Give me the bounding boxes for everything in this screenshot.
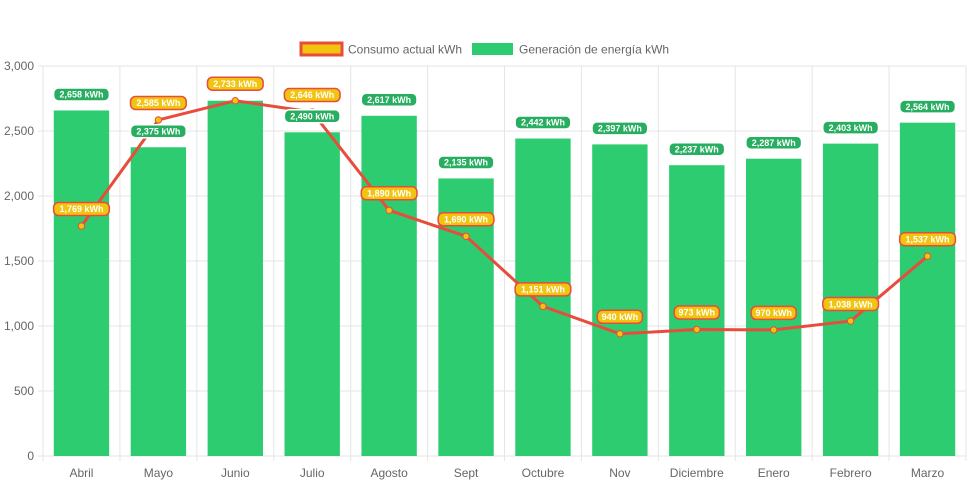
line-data-label: 2,646 kWh: [290, 90, 334, 100]
legend-swatch-consumo: [299, 41, 344, 57]
bar-data-label-bg: [745, 135, 803, 150]
bar-data-label-bg: [129, 124, 187, 139]
line-data-label-bg: [437, 212, 495, 227]
x-tick-label: Mayo: [144, 466, 174, 480]
line-data-label-bg: [52, 201, 111, 217]
x-tick-label: Marzo: [911, 466, 945, 480]
x-tick-label: Abril: [69, 466, 93, 480]
line-point: [462, 232, 470, 241]
legend-swatch-generacion: [472, 43, 513, 55]
bar-data-label: 2,397 kWh: [598, 124, 642, 134]
bar-data-label-bg: [360, 92, 418, 108]
line-data-label: 1,038 kWh: [829, 299, 873, 309]
line-data-label-bg: [750, 305, 798, 321]
bar: [130, 147, 187, 456]
bar-data-label-bg: [898, 99, 957, 114]
line-data-label: 1,890 kWh: [367, 189, 411, 199]
line-data-label: 940 kWh: [602, 312, 639, 322]
line-data-label-bg: [129, 95, 187, 111]
legend-item-generacion[interactable]: Generación de energía kWh: [472, 43, 669, 57]
legend-item-consumo[interactable]: Consumo actual kWh: [299, 41, 462, 57]
bar-data-label-bg: [822, 120, 880, 135]
bar-data-label-bg: [514, 115, 572, 130]
bar-data-label: 2,617 kWh: [367, 95, 411, 105]
line-data-label-bg: [206, 76, 264, 91]
bar-data-label: 2,375 kWh: [136, 126, 180, 136]
line-point: [693, 325, 701, 334]
line-point: [616, 330, 624, 338]
x-tick-label: Julio: [300, 466, 325, 480]
line-data-label: 2,585 kWh: [136, 98, 180, 108]
gridlines: [38, 65, 967, 461]
line-data-label: 970 kWh: [755, 308, 792, 318]
line-point: [231, 97, 239, 105]
bar-data-label-bg: [52, 87, 111, 102]
bar-data-label: 2,287 kWh: [752, 138, 796, 148]
line-data-label: 1,769 kWh: [59, 204, 103, 214]
line-data-label: 2,733 kWh: [213, 79, 257, 89]
x-tick-label: Agosto: [370, 466, 408, 480]
bar: [207, 100, 263, 457]
line-point: [846, 317, 855, 325]
line-data-label-bg: [898, 231, 957, 247]
y-tick-label: 3,000: [4, 59, 34, 73]
bar-data-label: 2,490 kWh: [290, 112, 334, 122]
y-tick-label: 500: [14, 384, 34, 398]
legend-label-consumo: Consumo actual kWh: [348, 43, 462, 57]
y-tick-label: 2,000: [4, 189, 34, 203]
line-point: [770, 326, 778, 334]
x-tick-label: Nov: [609, 466, 630, 480]
line-data-label: 1,690 kWh: [444, 215, 488, 225]
bar-data-label: 2,564 kWh: [906, 102, 950, 112]
line-path: [80, 99, 929, 336]
line-point: [77, 222, 86, 230]
line-point: [923, 252, 932, 260]
legend: Consumo actual kWh Generación de energía…: [299, 41, 669, 57]
line-data-label-bg: [360, 186, 418, 201]
x-tick-label: Octubre: [522, 466, 565, 480]
bar: [515, 138, 571, 457]
line-data-label-bg: [673, 305, 721, 320]
bar-data-label: 2,442 kWh: [521, 118, 565, 128]
line-data-label: 1,537 kWh: [906, 234, 950, 244]
bar: [361, 115, 417, 456]
line-data-label-bg: [283, 87, 341, 103]
bar-data-label-bg: [283, 109, 341, 124]
data-labels: 2,658 kWh 2,375 kWh 2,733 kWh 2,490 kWh 2,61…: [52, 76, 957, 325]
x-tick-label: Enero: [758, 466, 790, 480]
bar-data-label: 2,135 kWh: [444, 158, 488, 168]
line-data-label-bg: [596, 309, 644, 325]
line-data-label-bg: [514, 282, 572, 297]
line-point: [539, 302, 547, 311]
bar-data-label: 2,658 kWh: [59, 90, 103, 100]
legend-label-generacion: Generación de energía kWh: [519, 43, 669, 57]
y-tick-label: 1,500: [4, 254, 34, 268]
bar: [899, 122, 956, 457]
bar-data-label-bg: [437, 155, 495, 170]
bar-data-label: 2,237 kWh: [675, 144, 719, 154]
line-consumo: [77, 97, 932, 338]
x-tick-label: Sept: [454, 466, 479, 480]
bar: [284, 132, 340, 457]
axes: 0 500 1,000 1,500 2,000 2,500 3,000 Abril Mayo Ju…: [4, 59, 945, 480]
y-tick-label: 0: [27, 449, 34, 463]
bar-data-label-bg: [591, 121, 649, 136]
bar: [53, 110, 110, 457]
x-tick-label: Febrero: [830, 466, 872, 480]
line-data-label-bg: [822, 296, 880, 312]
line-data-label: 973 kWh: [679, 308, 716, 318]
x-tick-label: Diciembre: [670, 466, 724, 480]
line-point: [154, 116, 163, 124]
line-data-label: 1,151 kWh: [521, 285, 565, 295]
x-tick-label: Junio: [221, 466, 250, 480]
y-tick-label: 2,500: [4, 124, 34, 138]
line-point: [385, 206, 393, 215]
bar-data-label: 2,403 kWh: [829, 123, 873, 133]
bar: [592, 144, 648, 456]
y-tick-label: 1,000: [4, 319, 34, 333]
bar-data-label-bg: [668, 141, 726, 157]
